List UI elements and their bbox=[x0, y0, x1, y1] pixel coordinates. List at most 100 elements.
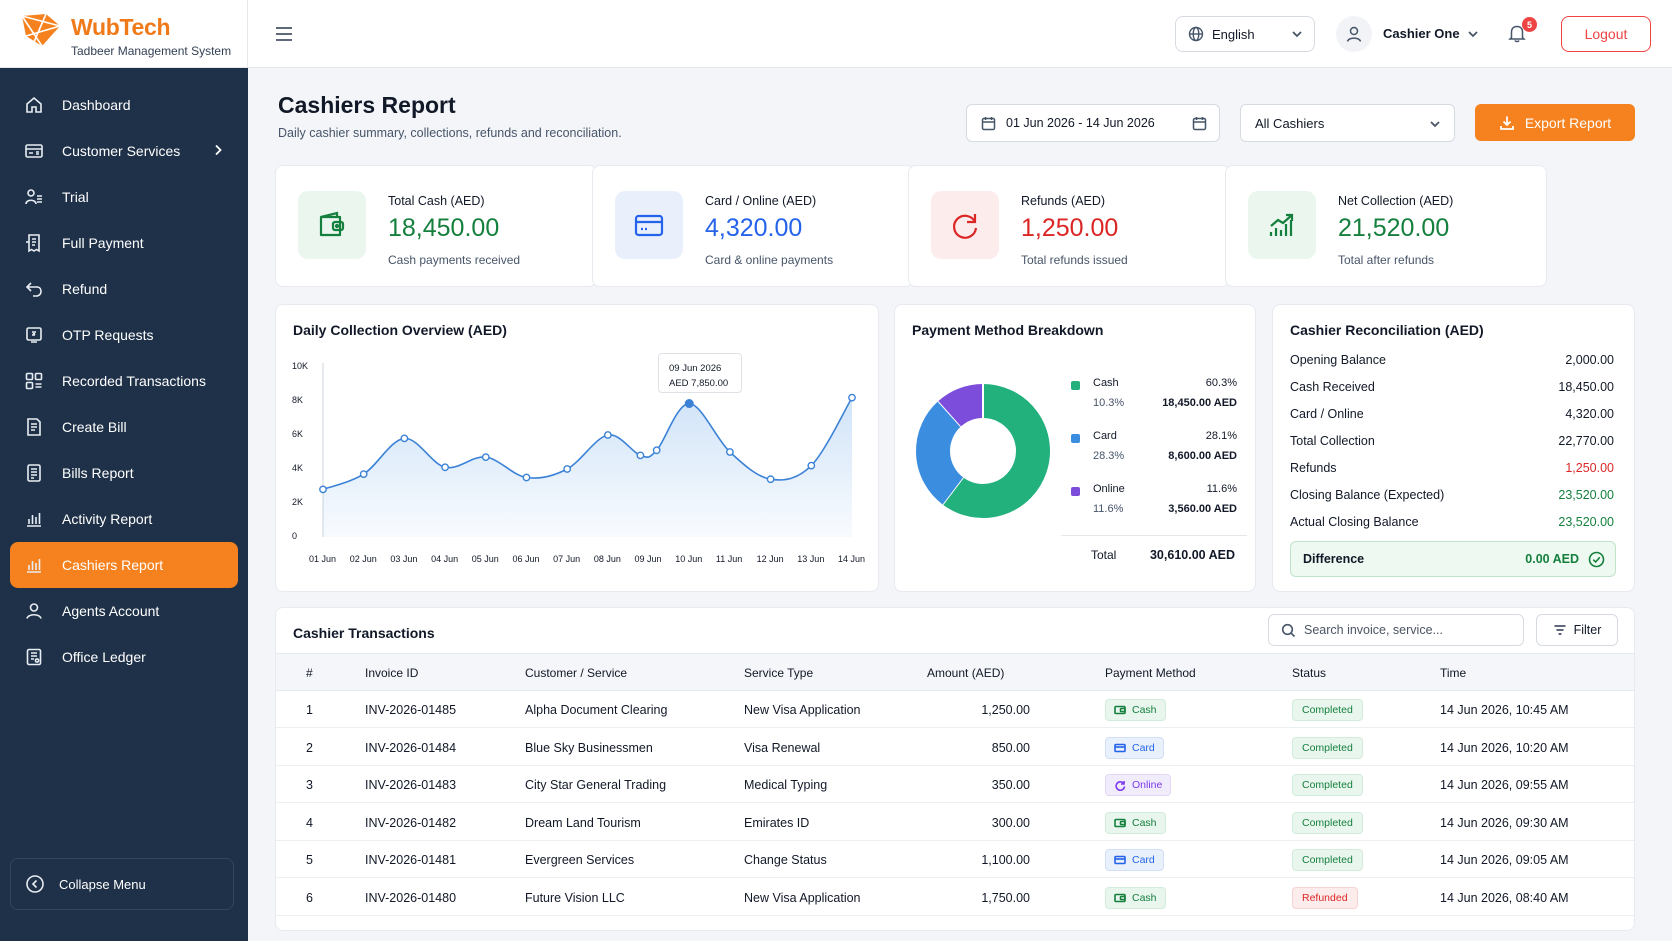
data-point[interactable] bbox=[726, 448, 734, 456]
sidebar-item-label: Full Payment bbox=[62, 235, 144, 251]
data-point[interactable] bbox=[481, 453, 490, 462]
search-input[interactable] bbox=[1304, 623, 1504, 637]
user-menu-button[interactable]: Cashier One bbox=[1383, 26, 1460, 41]
column-header[interactable]: Amount (AED) bbox=[927, 666, 1005, 680]
payment-donut-chart bbox=[916, 384, 1050, 518]
reconciliation-value: 23,520.00 bbox=[1558, 488, 1614, 502]
legend-item-card: Card 28.1% 28.3% 8,600.00 AED bbox=[1071, 430, 1237, 470]
sidebar-item-label: Trial bbox=[62, 189, 89, 205]
payment-method-label: Cash bbox=[1132, 704, 1157, 716]
column-header[interactable]: Customer / Service bbox=[525, 666, 628, 680]
sidebar-item-create-bill[interactable]: Create Bill bbox=[10, 404, 238, 450]
cell-service: Change Status bbox=[744, 853, 827, 867]
data-point[interactable] bbox=[441, 463, 449, 472]
column-header[interactable]: Service Type bbox=[744, 666, 814, 680]
reconciliation-value: 2,000.00 bbox=[1565, 353, 1614, 367]
status-badge: Completed bbox=[1292, 849, 1363, 871]
brand[interactable]: WubTech Tadbeer Management System bbox=[0, 0, 248, 68]
sidebar-item-dashboard[interactable]: Dashboard bbox=[10, 82, 238, 128]
donut-slice-cash[interactable] bbox=[942, 384, 1050, 518]
payment-method-badge: Online bbox=[1105, 774, 1172, 796]
filter-label: Filter bbox=[1573, 623, 1602, 637]
export-report-button[interactable]: Export Report bbox=[1475, 104, 1635, 141]
brand-subtitle: Tadbeer Management System bbox=[71, 44, 232, 58]
column-header[interactable]: # bbox=[306, 666, 313, 680]
sidebar-item-bills-report[interactable]: Bills Report bbox=[10, 450, 238, 496]
column-header[interactable]: Time bbox=[1440, 666, 1467, 680]
status-badge: Completed bbox=[1292, 699, 1363, 721]
cell-invoice: INV-2026-01482 bbox=[365, 815, 457, 830]
table-row[interactable]: 3 INV-2026-01483 City Star General Trading… bbox=[276, 766, 1634, 803]
data-point[interactable] bbox=[563, 465, 572, 473]
payment-method-badge: Cash bbox=[1105, 886, 1166, 909]
y-tick-label: 8K bbox=[292, 395, 304, 405]
chevron-down-icon[interactable] bbox=[1466, 27, 1480, 46]
date-range-picker[interactable]: 01 Jun 2026 - 14 Jun 2026 bbox=[966, 104, 1220, 142]
sidebar-item-agents-account[interactable]: Agents Account bbox=[10, 588, 238, 634]
logout-button[interactable]: Logout bbox=[1561, 16, 1651, 52]
payment-method-label: Card bbox=[1132, 741, 1155, 754]
data-point[interactable] bbox=[636, 451, 645, 460]
data-point[interactable] bbox=[652, 446, 661, 455]
data-point[interactable] bbox=[359, 470, 368, 479]
sidebar-item-otp-requests[interactable]: OTP Requests bbox=[10, 312, 238, 358]
language-select[interactable]: English bbox=[1175, 16, 1315, 52]
column-header[interactable]: Invoice ID bbox=[365, 666, 419, 680]
page-title: Cashiers Report bbox=[278, 92, 456, 118]
column-header[interactable]: Payment Method bbox=[1105, 666, 1196, 680]
reconciliation-value: 22,770.00 bbox=[1558, 434, 1614, 448]
data-point[interactable] bbox=[848, 393, 856, 402]
kpi-value: 18,450.00 bbox=[388, 214, 500, 242]
reconciliation-label: Actual Closing Balance bbox=[1290, 515, 1419, 529]
sidebar-item-label: Office Ledger bbox=[62, 649, 146, 665]
table-row[interactable]: 5 INV-2026-01481 Evergreen Services Change … bbox=[276, 841, 1634, 878]
legend-sub-percent: 10.3% bbox=[1093, 397, 1125, 409]
x-tick-label: 05 Jun bbox=[471, 554, 499, 564]
avatar[interactable] bbox=[1336, 16, 1372, 52]
reconciliation-row: Refunds 1,250.00 bbox=[1290, 461, 1614, 475]
sidebar-item-trial[interactable]: Trial bbox=[10, 174, 238, 220]
y-tick-label: 0 bbox=[292, 531, 298, 541]
menu-toggle-button[interactable] bbox=[274, 24, 294, 44]
sidebar-item-cashiers-report[interactable]: Cashiers Report bbox=[10, 542, 238, 588]
donut-slice-card[interactable] bbox=[916, 401, 964, 505]
column-header[interactable]: Status bbox=[1292, 666, 1327, 680]
notifications-button[interactable] bbox=[1506, 22, 1530, 46]
donut-slice-online[interactable] bbox=[938, 384, 984, 427]
cell-time: 14 Jun 2026, 08:40 AM bbox=[1440, 890, 1569, 905]
legend-sub-percent: 28.3% bbox=[1093, 450, 1125, 462]
payment-method-label: Cash bbox=[1132, 816, 1157, 829]
kpi-label: Refunds (AED) bbox=[1021, 194, 1106, 208]
sidebar-item-activity-report[interactable]: Activity Report bbox=[10, 496, 238, 542]
table-row[interactable]: 1 INV-2026-01485 Alpha Document Clearing Ne… bbox=[276, 691, 1634, 728]
wallet-icon bbox=[1114, 893, 1126, 902]
sidebar-item-recorded-transactions[interactable]: Recorded Transactions bbox=[10, 358, 238, 404]
legend-swatch bbox=[1071, 487, 1080, 496]
sidebar-item-label: Dashboard bbox=[62, 97, 131, 113]
legend-item-cash: Cash 60.3% 10.3% 18,450.00 AED bbox=[1071, 377, 1237, 417]
sidebar-item-full-payment[interactable]: Full Payment bbox=[10, 220, 238, 266]
x-tick-label: 01 Jun bbox=[309, 554, 337, 564]
data-point[interactable] bbox=[319, 485, 327, 494]
data-point[interactable] bbox=[603, 431, 612, 439]
cell-n: 6 bbox=[306, 890, 313, 905]
sidebar-item-office-ledger[interactable]: Office Ledger bbox=[10, 634, 238, 680]
divider bbox=[1061, 535, 1247, 536]
data-point[interactable] bbox=[807, 461, 816, 470]
transaction-search[interactable] bbox=[1268, 614, 1524, 646]
cashier-select[interactable]: All Cashiers bbox=[1240, 104, 1455, 142]
cell-service: Medical Typing bbox=[744, 778, 828, 792]
data-point[interactable] bbox=[684, 399, 694, 409]
sidebar-item-customer-services[interactable]: Customer Services bbox=[10, 128, 238, 174]
data-point[interactable] bbox=[522, 473, 531, 482]
table-row[interactable]: 6 INV-2026-01480 Future Vision LLC New Visa… bbox=[276, 879, 1634, 916]
data-point[interactable] bbox=[766, 475, 775, 484]
table-row[interactable]: 2 INV-2026-01484 Blue Sky Businessmen Visa … bbox=[276, 729, 1634, 766]
breakdown-total-value: 30,610.00 AED bbox=[1149, 548, 1235, 562]
cell-time: 14 Jun 2026, 09:55 AM bbox=[1440, 778, 1569, 792]
collapse-menu-button[interactable]: Collapse Menu bbox=[10, 858, 234, 910]
filter-button[interactable]: Filter bbox=[1536, 614, 1618, 646]
data-point[interactable] bbox=[400, 434, 409, 443]
table-row[interactable]: 4 INV-2026-01482 Dream Land Tourism Emirate… bbox=[276, 804, 1634, 841]
sidebar-item-refund[interactable]: Refund bbox=[10, 266, 238, 312]
